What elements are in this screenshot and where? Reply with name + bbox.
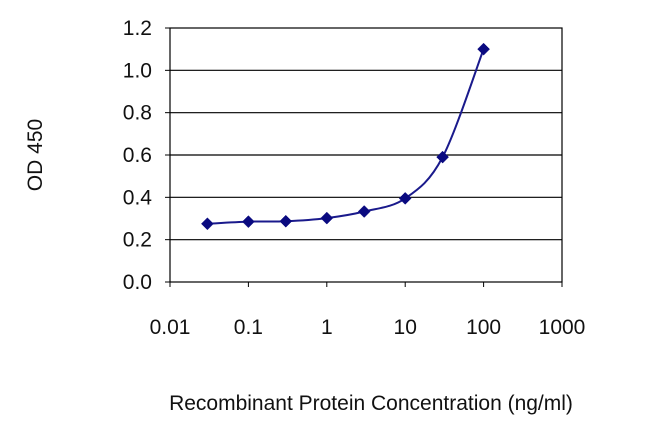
data-point-marker xyxy=(398,192,412,205)
x-tick-label: 100 xyxy=(466,316,501,339)
y-tick-label: 0.0 xyxy=(123,271,152,294)
y-axis-title: OD 450 xyxy=(24,119,47,191)
y-axis-ticks: 0.0 0.2 0.4 0.6 0.8 1.0 1.2 xyxy=(123,17,170,294)
y-tick-label: 1.0 xyxy=(123,59,152,82)
series-group xyxy=(201,42,490,231)
x-tick-label: 10 xyxy=(394,316,417,339)
data-point-marker xyxy=(320,211,334,225)
data-point-marker xyxy=(242,215,255,229)
y-tick-label: 0.8 xyxy=(123,102,152,125)
data-point-marker xyxy=(357,205,371,218)
x-tick-label: 1 xyxy=(321,316,333,339)
y-tick-label: 0.2 xyxy=(123,229,152,252)
y-tick-label: 0.4 xyxy=(123,186,153,209)
data-point-marker xyxy=(477,42,490,56)
x-tick-label: 0.1 xyxy=(234,316,263,339)
x-tick-label: 0.01 xyxy=(150,316,191,339)
y-tick-label: 1.2 xyxy=(123,17,152,40)
y-tick-label: 0.6 xyxy=(123,144,152,167)
gridlines xyxy=(170,69,562,241)
x-axis-title: Recombinant Protein Concentration (ng/ml… xyxy=(169,392,573,415)
x-tick-label: 1000 xyxy=(539,316,586,339)
data-point-marker xyxy=(436,150,449,164)
x-axis-ticks: 0.01 0.1 1 10 100 1000 xyxy=(150,282,586,339)
data-point-marker xyxy=(201,217,214,231)
data-point-marker xyxy=(279,214,293,228)
